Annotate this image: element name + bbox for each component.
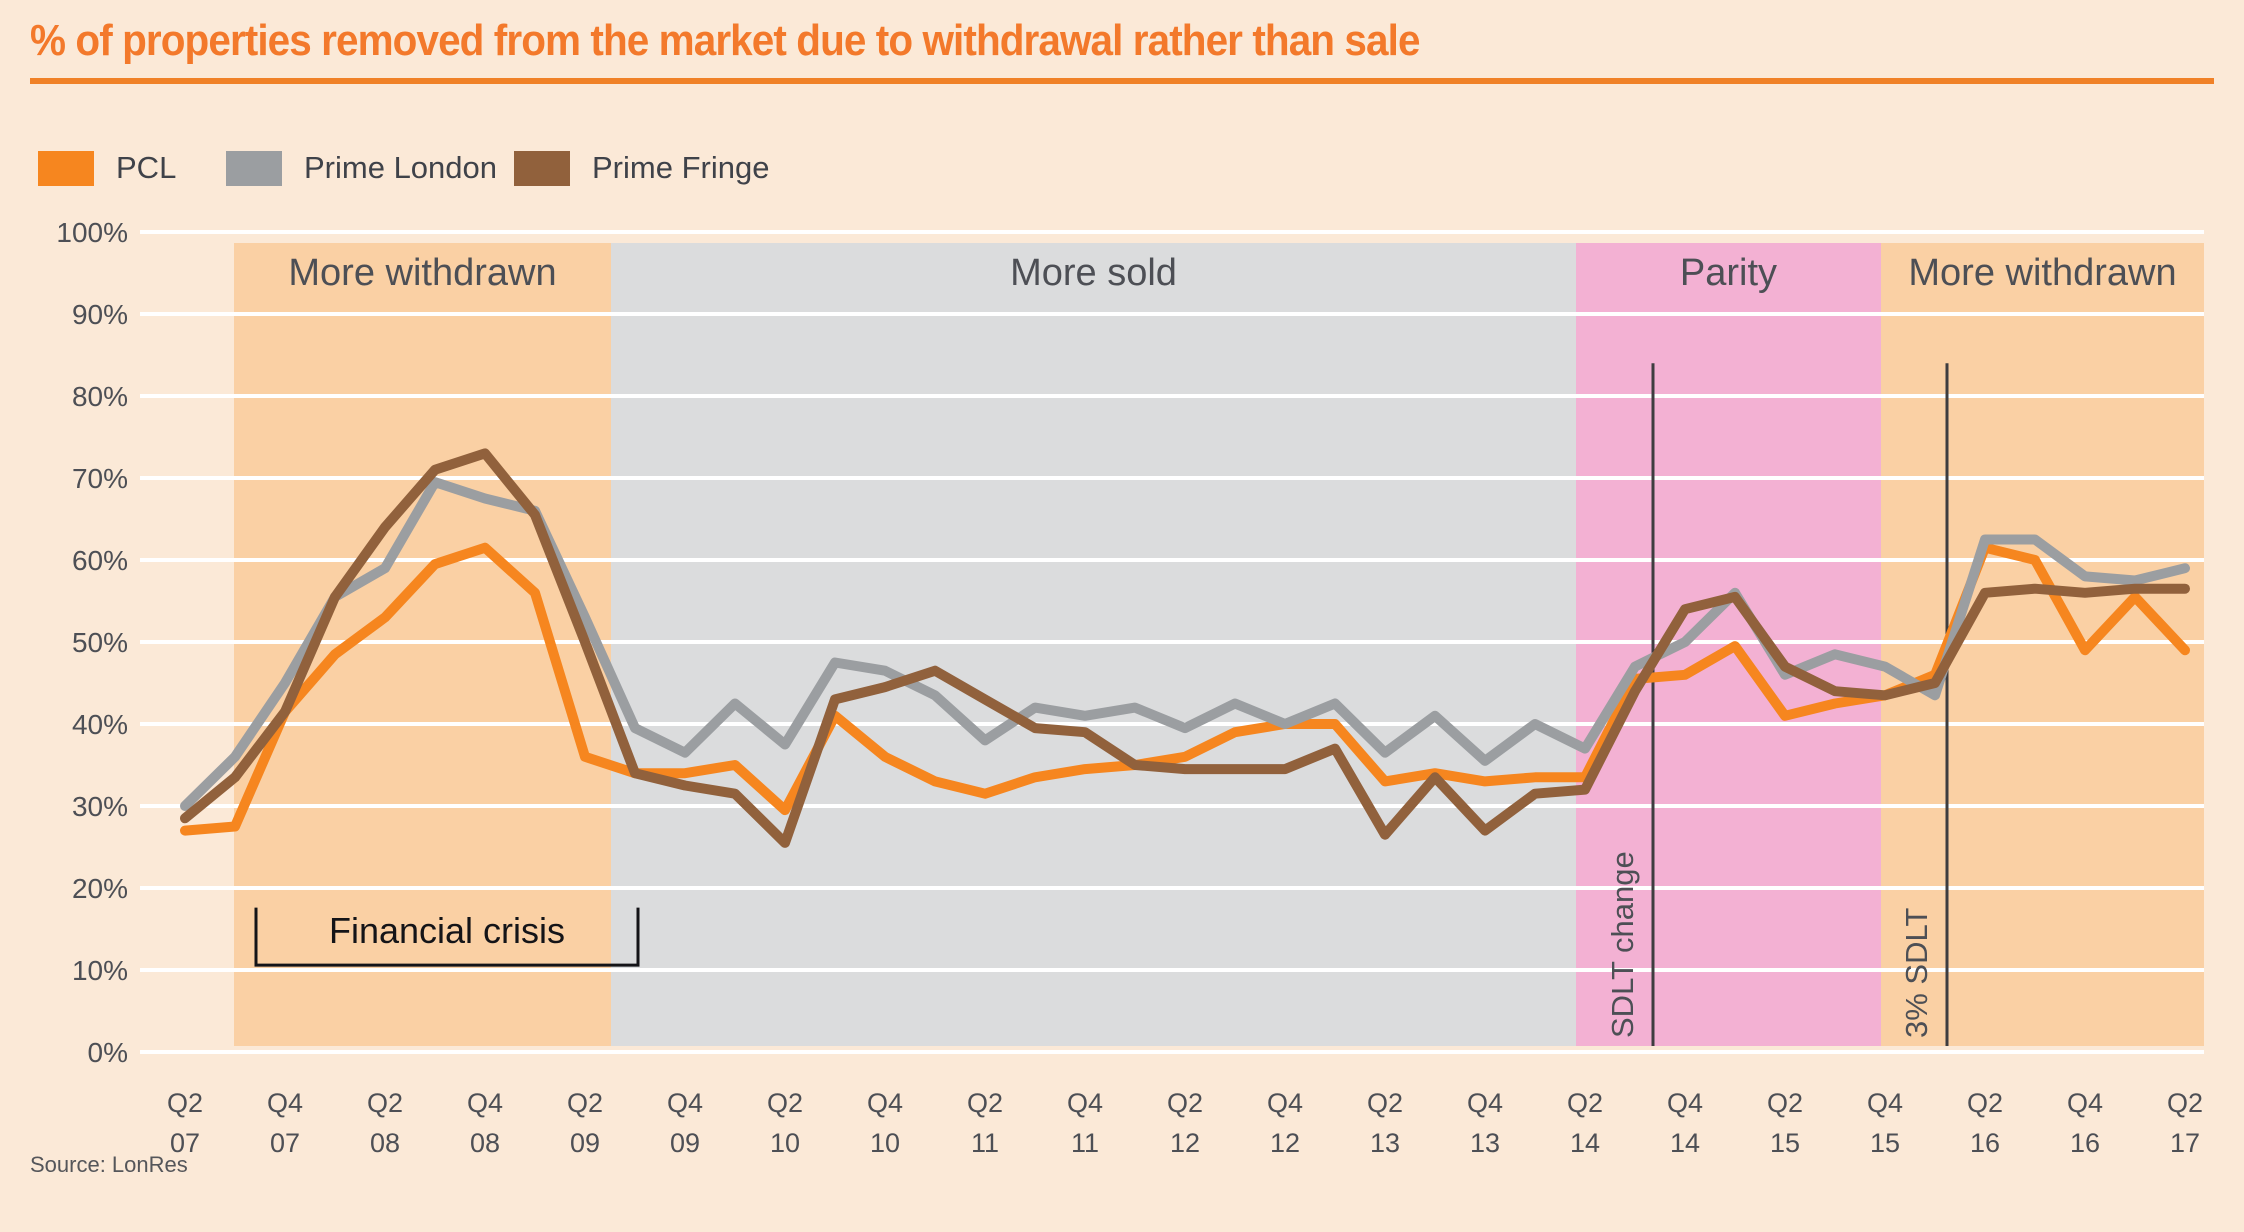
x-axis-label: 14: [1570, 1128, 1600, 1158]
band-region: [611, 243, 1576, 1046]
chart-title: % of properties removed from the market …: [30, 16, 1420, 65]
x-axis-label: 08: [470, 1128, 500, 1158]
y-axis-label: 40%: [72, 709, 128, 740]
prime-fringe-swatch-icon: [514, 150, 570, 186]
legend-item-prime-london: Prime London: [226, 150, 514, 186]
financial-crisis-bracket: [254, 907, 640, 967]
x-axis-label: Q2: [1767, 1088, 1803, 1118]
y-axis-label: 80%: [72, 381, 128, 412]
y-axis-label: 100%: [56, 217, 128, 248]
band-label: More withdrawn: [1908, 252, 2176, 294]
x-axis-label: 13: [1470, 1128, 1500, 1158]
y-axis-label: 30%: [72, 791, 128, 822]
y-axis-label: 60%: [72, 545, 128, 576]
source-note: Source: LonRes: [30, 1152, 188, 1177]
legend-label-prime-fringe: Prime Fringe: [592, 150, 770, 185]
legend: PCL Prime London Prime Fringe: [38, 150, 769, 186]
y-axis-label: 50%: [72, 627, 128, 658]
x-axis-label: Q2: [167, 1088, 203, 1118]
x-axis-label: 17: [2170, 1128, 2200, 1158]
x-axis-label: Q2: [1567, 1088, 1603, 1118]
annotation-vline-label: SDLT change: [1605, 851, 1640, 1038]
x-axis-label: Q2: [567, 1088, 603, 1118]
x-axis-label: Q2: [1967, 1088, 2003, 1118]
x-axis-label: Q4: [267, 1088, 303, 1118]
x-axis-label: Q4: [867, 1088, 903, 1118]
y-axis-label: 10%: [72, 955, 128, 986]
x-axis-label: Q2: [2167, 1088, 2203, 1118]
x-axis-label: 11: [971, 1128, 999, 1158]
band-label: More withdrawn: [288, 252, 556, 294]
pcl-swatch-icon: [38, 150, 94, 186]
x-axis-label: Q4: [467, 1088, 503, 1118]
x-axis-label: Q2: [1367, 1088, 1403, 1118]
x-axis-label: 15: [1870, 1128, 1900, 1158]
x-axis-label: Q2: [1167, 1088, 1203, 1118]
x-axis-label: 13: [1370, 1128, 1400, 1158]
title-underline: [30, 78, 2214, 84]
x-axis-label: Q4: [667, 1088, 703, 1118]
x-axis-label: Q4: [2067, 1088, 2103, 1118]
x-axis-label: 12: [1170, 1128, 1200, 1158]
y-axis-label: 70%: [72, 463, 128, 494]
series-line-prime-fringe: [180, 448, 2190, 848]
y-axis-label: 20%: [72, 873, 128, 904]
x-axis-label: Q2: [967, 1088, 1003, 1118]
y-axis-label: 90%: [72, 299, 128, 330]
x-axis-label: 07: [270, 1128, 300, 1158]
band-label: More sold: [1010, 252, 1177, 294]
x-axis-label: Q4: [1467, 1088, 1503, 1118]
series-line-prime-london: [180, 477, 2190, 811]
legend-label-pcl: PCL: [116, 150, 177, 185]
x-axis-label: Q4: [1067, 1088, 1103, 1118]
x-axis-label: Q2: [767, 1088, 803, 1118]
legend-label-prime-london: Prime London: [304, 150, 498, 185]
x-axis-label: 14: [1670, 1128, 1700, 1158]
series-line-pcl: [180, 542, 2190, 836]
x-axis-label: 09: [670, 1128, 700, 1158]
band-region: [1881, 243, 2204, 1046]
x-axis-label: 15: [1770, 1128, 1800, 1158]
prime-london-swatch-icon: [226, 150, 282, 186]
financial-crisis-label: Financial crisis: [329, 910, 565, 951]
band-label: Parity: [1680, 252, 1777, 294]
x-axis-label: 11: [1071, 1128, 1099, 1158]
x-axis-label: 10: [870, 1128, 900, 1158]
x-axis-label: 16: [1970, 1128, 2000, 1158]
x-axis-label: 09: [570, 1128, 600, 1158]
legend-item-pcl: PCL: [38, 150, 226, 186]
x-axis-label: Q2: [367, 1088, 403, 1118]
x-axis-label: 16: [2070, 1128, 2100, 1158]
x-axis-label: 12: [1270, 1128, 1300, 1158]
x-axis-label: Q4: [1867, 1088, 1903, 1118]
x-axis-label: 10: [770, 1128, 800, 1158]
legend-item-prime-fringe: Prime Fringe: [514, 150, 769, 186]
x-axis-label: Q4: [1267, 1088, 1303, 1118]
annotation-vline-label: 3% SDLT: [1899, 908, 1934, 1038]
x-axis-label: Q4: [1667, 1088, 1703, 1118]
x-axis-label: 08: [370, 1128, 400, 1158]
y-axis-label: 0%: [88, 1037, 128, 1068]
x-axis-label: 07: [170, 1128, 200, 1158]
